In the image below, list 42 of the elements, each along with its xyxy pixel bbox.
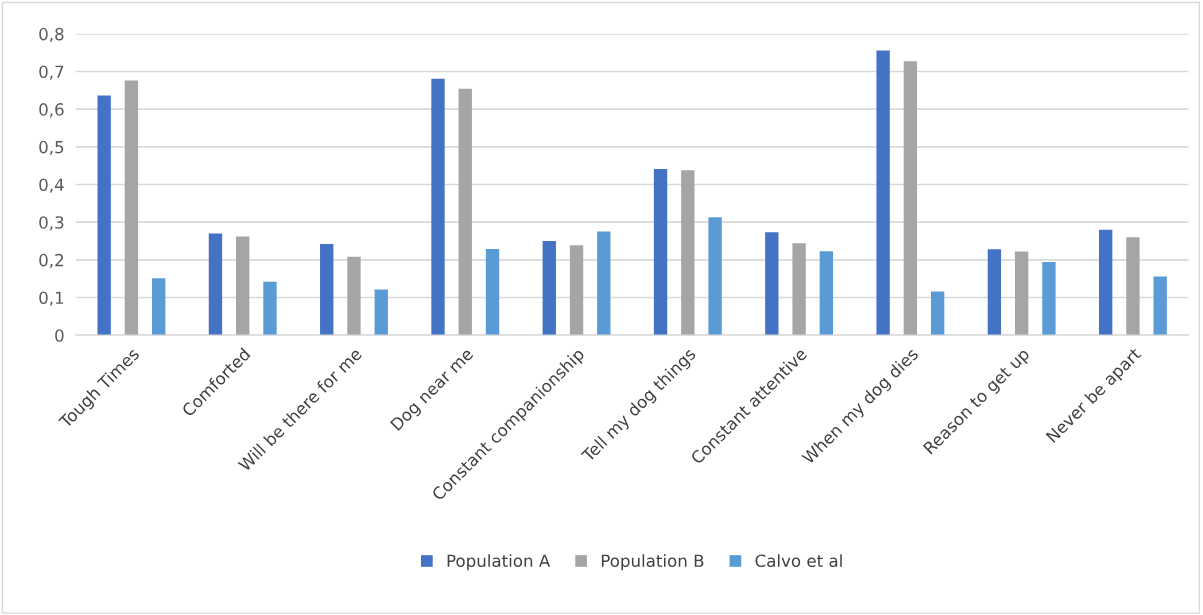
bar (374, 289, 388, 336)
bar (320, 244, 334, 336)
bar (569, 245, 584, 336)
bar (458, 88, 472, 336)
bar (987, 249, 1002, 336)
y-tick-label: 0,3 (39, 216, 64, 231)
legend-label: Population A (447, 554, 551, 571)
bar (597, 231, 611, 336)
bar (792, 243, 806, 336)
bar (1153, 276, 1167, 336)
bar (681, 170, 695, 336)
bar (903, 61, 918, 336)
bar (1042, 262, 1056, 336)
y-tick-label: 0 (55, 329, 64, 342)
bar (347, 256, 361, 336)
y-tick-label: 0,7 (39, 65, 64, 80)
bar (876, 50, 890, 336)
bar (819, 251, 834, 336)
legend-label: Calvo et al (755, 554, 842, 568)
bar (930, 291, 945, 336)
bar (542, 241, 556, 336)
y-tick-label: 0,6 (39, 103, 64, 118)
y-tick-label: 0,2 (39, 253, 64, 269)
bar (485, 248, 500, 336)
y-tick-label: 0,8 (39, 27, 64, 43)
bar (152, 278, 166, 336)
bar (708, 217, 722, 336)
bar (97, 95, 111, 336)
bar (765, 232, 779, 336)
bar (431, 78, 445, 336)
bar (208, 233, 223, 336)
y-tick-label: 0,5 (39, 140, 64, 156)
bar (124, 80, 139, 336)
bar (263, 281, 277, 336)
y-tick-label: 0,4 (39, 178, 64, 193)
bar (236, 236, 250, 336)
bar (1098, 229, 1113, 336)
legend-label: Population B (601, 554, 704, 571)
y-tick-label: 0,1 (39, 291, 64, 306)
bar (1126, 237, 1140, 336)
bar (653, 169, 668, 336)
bar (1014, 251, 1029, 336)
